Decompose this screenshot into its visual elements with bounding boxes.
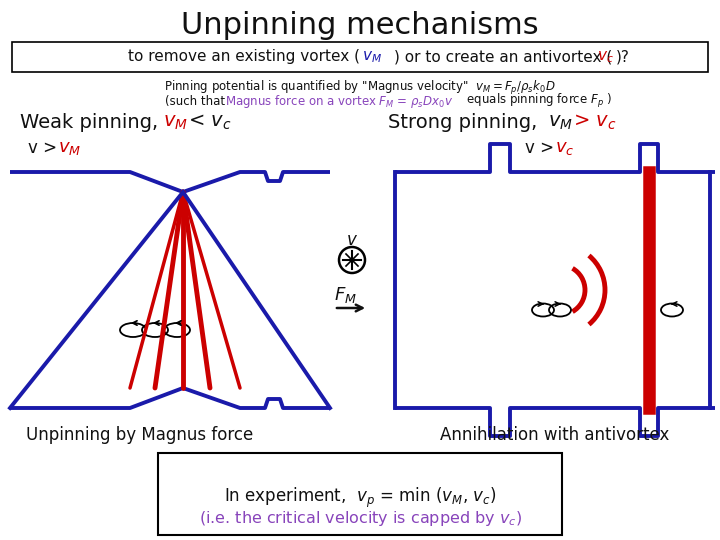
Text: Strong pinning,: Strong pinning, [388,112,544,132]
Text: (i.e. the critical velocity is capped by $v_c$): (i.e. the critical velocity is capped by… [199,510,521,529]
Text: $v_M$: $v_M$ [163,112,188,132]
Text: In experiment,  $v_p$ = min ($v_M$, $v_c$): In experiment, $v_p$ = min ($v_M$, $v_c$… [224,486,496,510]
Text: to remove an existing vortex (: to remove an existing vortex ( [128,50,360,64]
Text: < $v_c$: < $v_c$ [188,112,231,132]
Bar [158,453,562,535]
Text: v >: v > [28,139,63,157]
Text: ) or to create an antivortex (: ) or to create an antivortex ( [394,50,612,64]
Text: )?: )? [616,50,630,64]
Text: > $v_c$: > $v_c$ [573,112,616,132]
Text: $v_c$: $v_c$ [597,49,613,65]
Text: $v_c$: $v_c$ [555,139,575,157]
Text: Weak pinning,: Weak pinning, [20,112,164,132]
Text: $v_M$: $v_M$ [58,139,81,157]
Text: v >: v > [525,139,559,157]
Text: Pinning potential is quantified by "Magnus velocity"  $v_M= F_p/\rho_s k_0 D$: Pinning potential is quantified by "Magn… [164,79,556,97]
Text: $v_M$: $v_M$ [548,112,573,132]
Text: v: v [347,231,357,249]
Text: (such that: (such that [165,94,229,107]
Text: Unpinning by Magnus force: Unpinning by Magnus force [27,426,253,444]
Text: equals pinning force $F_p$ ): equals pinning force $F_p$ ) [463,92,612,110]
Text: Magnus force on a vortex $F_M$ = $\boldsymbol{\rho_s}Dx_0v$: Magnus force on a vortex $F_M$ = $\bolds… [225,92,453,110]
Bar [12,42,708,72]
Text: Unpinning mechanisms: Unpinning mechanisms [181,11,539,40]
Text: $F_M$: $F_M$ [334,285,357,305]
Text: $v_M$: $v_M$ [362,49,382,65]
Text: Annihilation with antivortex: Annihilation with antivortex [441,426,670,444]
